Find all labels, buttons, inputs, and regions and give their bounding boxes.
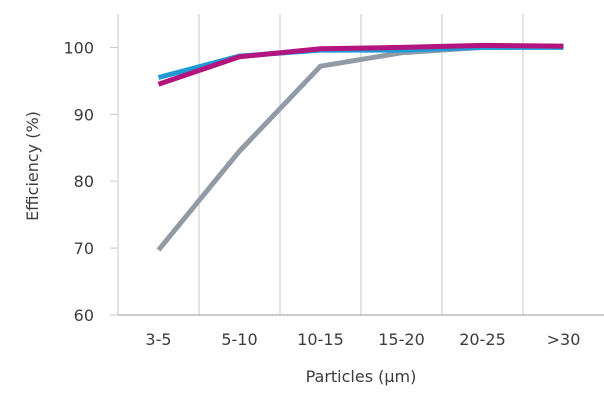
y-tick-label: 80 — [74, 172, 94, 191]
y-tick-labels: 60 70 80 90 100 — [63, 38, 94, 325]
y-tick-label: 100 — [63, 38, 94, 57]
x-tick-label: >30 — [547, 330, 581, 349]
x-axis-title: Particles (µm) — [306, 367, 417, 386]
x-tick-label: 3-5 — [145, 330, 171, 349]
x-tick-label: 20-25 — [459, 330, 506, 349]
y-axis-title: Efficiency (%) — [23, 111, 42, 221]
x-tick-label: 15-20 — [378, 330, 425, 349]
y-tick-label: 90 — [74, 105, 94, 124]
y-tick-label: 70 — [74, 239, 94, 258]
y-tick-label: 60 — [74, 306, 94, 325]
series-line-3 — [157, 42, 564, 87]
grid — [110, 14, 604, 316]
series-lines — [156, 42, 564, 252]
x-tick-label: 5-10 — [221, 330, 257, 349]
x-tick-label: 10-15 — [297, 330, 344, 349]
x-tick-labels: 3-5 5-10 10-15 15-20 20-25 >30 — [145, 330, 580, 349]
